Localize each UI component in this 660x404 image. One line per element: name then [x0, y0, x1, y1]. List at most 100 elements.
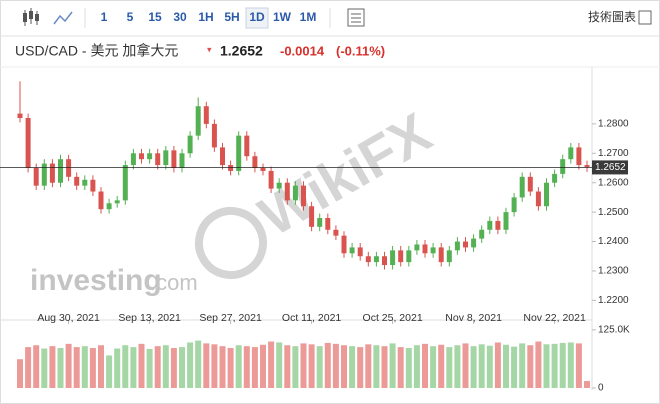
- candle-body: [244, 135, 250, 157]
- candle-body: [341, 235, 347, 254]
- candle-body: [568, 147, 574, 160]
- y-tick-label: 1.2600: [598, 177, 629, 188]
- candle-body: [171, 150, 177, 168]
- volume-bar: [413, 345, 420, 388]
- candle-body: [584, 165, 590, 168]
- candle-body: [33, 168, 39, 186]
- candle-body: [422, 244, 428, 254]
- candle-body: [114, 200, 120, 204]
- volume-bar: [260, 344, 266, 388]
- last-price-label: 1.2652: [595, 162, 626, 173]
- volume-bar: [17, 359, 23, 388]
- volume-bar: [33, 345, 40, 388]
- candle-body: [260, 168, 266, 171]
- candle-body: [284, 182, 290, 201]
- symbol: USD/CAD - 美元 加拿大元: [15, 43, 178, 59]
- candle-body: [147, 153, 153, 160]
- candle-body: [187, 135, 193, 154]
- interval-button[interactable]: 1W: [273, 10, 292, 24]
- volume-bar: [243, 346, 250, 388]
- volume-bar: [349, 346, 356, 388]
- candle-body: [203, 106, 209, 124]
- volume-bar: [203, 343, 210, 388]
- volume-bar: [211, 344, 218, 388]
- candle-body: [552, 173, 558, 183]
- volume-bar: [292, 346, 299, 388]
- volume-bar: [146, 348, 153, 388]
- volume-bar: [341, 345, 347, 388]
- interval-button[interactable]: 5H: [224, 10, 239, 24]
- candle-body: [349, 247, 355, 254]
- volume-bar: [65, 343, 72, 388]
- candle-body: [544, 182, 549, 207]
- volume-bar: [154, 346, 161, 388]
- volume-bar: [559, 342, 566, 388]
- candle-body: [211, 123, 217, 148]
- candle-body: [82, 179, 88, 186]
- candle-body: [487, 220, 493, 230]
- volume-bar: [81, 346, 88, 388]
- candle-body: [106, 203, 112, 210]
- interval-button[interactable]: 5: [127, 10, 134, 24]
- dropdown-caret[interactable]: ▾: [207, 44, 212, 54]
- volume-bar: [57, 348, 64, 388]
- volume-bar: [122, 345, 129, 388]
- candle-body: [49, 163, 55, 183]
- interval-button[interactable]: 30: [173, 10, 187, 24]
- candle-body: [382, 256, 387, 266]
- volume-bar: [373, 345, 380, 388]
- volume-bar: [365, 344, 372, 388]
- last-price: 1.2652: [220, 43, 263, 59]
- candle-body: [463, 241, 468, 248]
- line-icon[interactable]: [53, 11, 73, 25]
- candle-body: [503, 212, 509, 230]
- candle-body: [163, 150, 169, 166]
- volume-bar: [170, 348, 177, 388]
- candle-body: [66, 159, 72, 177]
- volume-bar: [251, 347, 258, 388]
- candle-body: [122, 165, 128, 201]
- candle-body: [373, 256, 379, 263]
- volume-bar: [575, 343, 582, 388]
- candle-body: [58, 159, 63, 183]
- y-tick-label: 1.2200: [598, 295, 629, 306]
- interval-button[interactable]: 15: [148, 10, 162, 24]
- volume-bar: [503, 344, 509, 388]
- candle-body: [454, 241, 460, 251]
- interval-button[interactable]: 1H: [198, 10, 213, 24]
- candle-body: [406, 250, 412, 263]
- interval-button[interactable]: 1M: [300, 10, 317, 24]
- interval-button[interactable]: 1: [101, 10, 108, 24]
- candle-body: [195, 106, 201, 136]
- settings-icon[interactable]: [347, 8, 365, 27]
- candle-body: [179, 153, 185, 168]
- volume-bar: [98, 345, 104, 388]
- candle-body: [90, 179, 96, 192]
- interval-button[interactable]: 1D: [249, 10, 265, 24]
- volume-bar: [535, 341, 542, 388]
- volume-bar: [235, 345, 242, 388]
- candle-body: [519, 176, 525, 198]
- y-tick-label: 1.2500: [598, 207, 629, 218]
- candle-body: [155, 153, 161, 166]
- volume-bar: [41, 348, 48, 388]
- volume-bar: [405, 348, 412, 388]
- volume-bar: [446, 347, 453, 388]
- candle-body: [365, 256, 371, 263]
- volume-bar: [276, 342, 283, 388]
- volume-bar: [114, 348, 121, 388]
- volume-bar: [300, 343, 307, 388]
- volume-bar: [179, 347, 185, 388]
- candle-icon[interactable]: [23, 8, 39, 26]
- candle-body: [17, 113, 23, 118]
- brand-watermark: investing: [30, 264, 162, 297]
- volume-bar: [511, 346, 518, 388]
- technical-chart-link[interactable]: 技術圖表: [588, 10, 636, 24]
- candle-body: [130, 153, 136, 166]
- volume-bar: [551, 343, 558, 388]
- candle-body: [535, 191, 541, 207]
- volume-bar: [543, 344, 550, 388]
- candle-body: [527, 176, 533, 192]
